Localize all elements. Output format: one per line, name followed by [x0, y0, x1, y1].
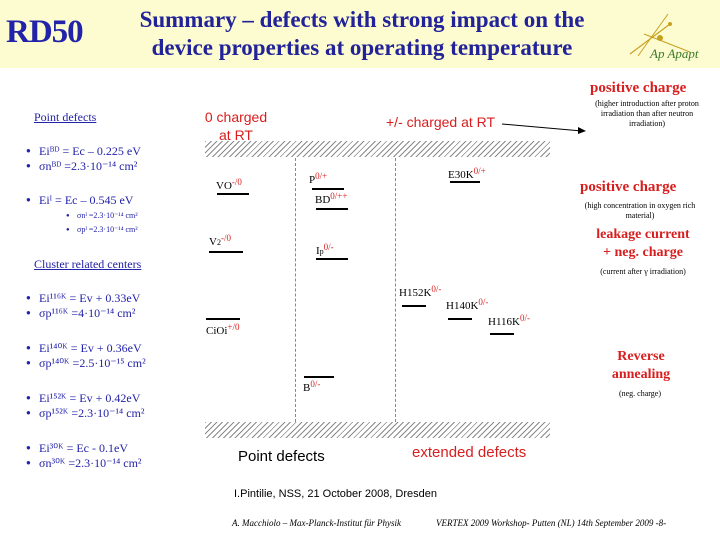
- cluster-heading: Cluster related centers: [34, 257, 142, 271]
- note-oxygen-rich: (high concentration in oxygen rich mater…: [584, 201, 696, 220]
- pointer-arrow: [501, 123, 586, 134]
- h116k-name: H116K: [488, 316, 520, 328]
- h140k-level-label: H140K0/-: [446, 297, 488, 312]
- point-defects-heading: Point defects: [34, 110, 97, 124]
- h152k-charge: 0/-: [431, 284, 442, 294]
- vo-level-line: [217, 193, 249, 195]
- v2-level-line: [209, 251, 243, 253]
- zero-charged-label: 0 charged at RT: [200, 108, 272, 144]
- c2-energy: Ei¹⁴⁰ᴷ = Ev + 0.36eV: [26, 340, 142, 356]
- p-level-line: [312, 188, 344, 190]
- b-name: B: [303, 382, 311, 394]
- ip-subscript: p: [319, 247, 324, 256]
- ip-charge: 0/-: [323, 242, 334, 252]
- positive-charge-1: positive charge: [590, 80, 687, 96]
- at-rt-text: at RT: [219, 127, 253, 143]
- c3-energy: Ei¹⁵²ᴷ = Ev + 0.42eV: [26, 390, 140, 406]
- p-level-label: P0/+: [309, 171, 327, 186]
- pd2-cross-section-n: σnᴵ =2.3·10⁻¹⁴ cm²: [66, 210, 138, 222]
- divider-extended-defects: [395, 158, 396, 422]
- note-neg-charge: (neg. charge): [618, 389, 662, 398]
- b-charge: 0/-: [310, 379, 321, 389]
- bd-charge: 0/++: [330, 191, 348, 201]
- v2-name: V: [209, 236, 217, 248]
- citation: I.Pintilie, NSS, 21 October 2008, Dresde…: [234, 488, 437, 500]
- cioi-level-line: [206, 318, 240, 320]
- positive-charge-2: positive charge: [580, 179, 677, 195]
- h116k-charge: 0/-: [519, 313, 530, 323]
- h152k-name: H152K: [399, 287, 432, 299]
- footer-conference: VERTEX 2009 Workshop- Putten (NL) 14th S…: [436, 518, 667, 528]
- e30k-charge: 0/+: [473, 166, 486, 176]
- c3-cross-section: σp¹⁵²ᴷ =2.3·10⁻¹⁴ cm²: [26, 405, 144, 421]
- divider-point-defects: [295, 158, 296, 422]
- apapt-logo-graphic: Ap Apapt: [629, 13, 699, 61]
- slide-title: Summary – defects with strong impact on …: [112, 6, 612, 62]
- h116k-level-line: [490, 333, 514, 335]
- header-band: [0, 0, 720, 68]
- note-gamma-irradiation: (current after γ irradiation): [600, 267, 686, 276]
- c1-cross-section: σp¹¹⁶ᴷ =4·10⁻¹⁴ cm²: [26, 305, 135, 321]
- h116k-level-label: H116K0/-: [488, 313, 530, 328]
- v2-charge: -/0: [220, 233, 231, 243]
- pd2-energy: Eiᴵ = Ec – 0.545 eV: [26, 192, 133, 208]
- vo-name: VO: [216, 180, 232, 192]
- pd1-cross-section: σnᴮᴰ =2.3·10⁻¹⁴ cm²: [26, 158, 137, 174]
- leakage-line-1: leakage current: [596, 227, 690, 242]
- h140k-charge: 0/-: [478, 297, 489, 307]
- title-line-1: Summary – defects with strong impact on …: [139, 7, 585, 32]
- cioi-charge: +/0: [227, 322, 240, 332]
- ip-level-line: [316, 258, 348, 260]
- footer-author: A. Macchiolo – Max-Planck-Institut für P…: [232, 518, 401, 528]
- pd2-cross-section-p: σpᴵ =2.3·10⁻¹⁴ cm²: [66, 224, 138, 236]
- v2-level-label: V2-/0: [209, 233, 231, 248]
- c4-cross-section: σn³⁰ᴷ =2.3·10⁻¹⁴ cm²: [26, 455, 142, 471]
- reverse-line-1: Reverse: [617, 349, 665, 364]
- c1-energy: Ei¹¹⁶ᴷ = Ev + 0.33eV: [26, 290, 140, 306]
- vo-charge: -/0: [231, 177, 242, 187]
- ip-level-label: Ip0/-: [316, 242, 334, 257]
- title-line-2: device properties at operating temperatu…: [151, 35, 573, 60]
- note-proton-irradiation: (higher introduction after proton irradi…: [595, 99, 699, 128]
- c2-cross-section: σp¹⁴⁰ᴷ =2.5·10⁻¹⁵ cm²: [26, 355, 146, 371]
- rd50-logo: RD50: [6, 14, 84, 50]
- conduction-band: [205, 141, 550, 157]
- leakage-current-label: leakage current + neg. charge: [580, 226, 706, 262]
- leakage-line-2: + neg. charge: [603, 245, 683, 260]
- bd-level-label: BD0/++: [315, 191, 347, 206]
- cioi-level-label: CiOi+/0: [206, 322, 239, 337]
- zero-charged-text: 0 charged: [204, 109, 268, 125]
- extended-defects-label: extended defects: [412, 444, 527, 461]
- reverse-annealing-label: Reverse annealing: [594, 348, 688, 384]
- h152k-level-line: [402, 305, 426, 307]
- h140k-level-line: [448, 318, 472, 320]
- b-level-label: B0/-: [303, 379, 320, 394]
- cioi-name: CiOi: [206, 325, 228, 337]
- v2-subscript: 2: [216, 238, 221, 247]
- h152k-level-label: H152K0/-: [399, 284, 441, 299]
- b-level-line: [304, 376, 334, 378]
- apapt-logo-text: Ap Apapt: [649, 46, 699, 61]
- bd-name: BD: [315, 194, 331, 206]
- apapt-logo: Ap Apapt: [610, 4, 714, 64]
- p-name: P: [309, 174, 316, 186]
- ip-name: I: [316, 245, 320, 257]
- e30k-level-line: [450, 181, 480, 183]
- reverse-line-2: annealing: [611, 367, 671, 382]
- e30k-level-label: E30K0/+: [448, 166, 486, 181]
- e30k-name: E30K: [448, 169, 474, 181]
- p-charge: 0/+: [315, 171, 328, 181]
- h140k-name: H140K: [446, 300, 479, 312]
- point-defects-label: Point defects: [238, 448, 325, 465]
- pd1-energy: Eiᴮᴰ = Ec – 0.225 eV: [26, 143, 141, 159]
- pm-charged-label: +/- charged at RT: [386, 114, 496, 130]
- c4-energy: Ei³⁰ᴷ = Ec - 0.1eV: [26, 440, 128, 456]
- vo-level-label: VO-/0: [216, 177, 242, 192]
- valence-band: [205, 422, 550, 438]
- bd-level-line: [316, 208, 348, 210]
